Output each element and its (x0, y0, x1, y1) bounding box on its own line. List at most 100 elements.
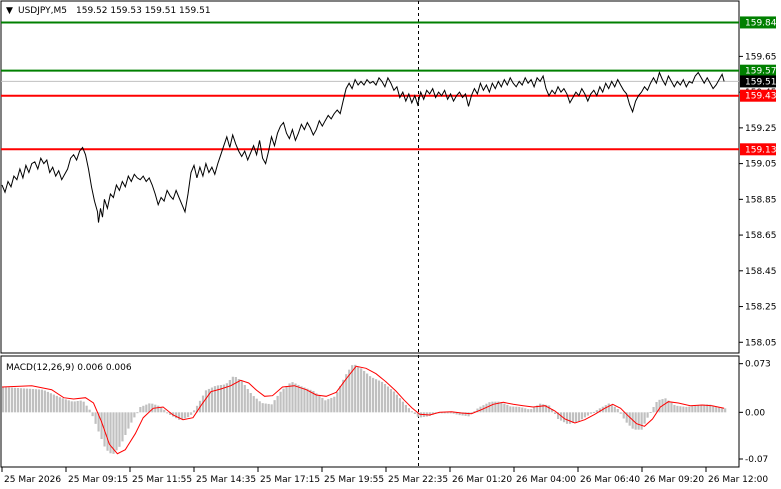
macd-histogram-bar (503, 403, 506, 413)
macd-histogram-bar (2, 387, 5, 413)
macd-histogram-bar (521, 407, 524, 413)
macd-histogram-bar (300, 386, 303, 413)
macd-histogram-bar (476, 408, 479, 413)
macd-histogram-bar (512, 406, 515, 413)
macd-histogram-bar (124, 412, 127, 435)
time-tick-label: 26 Mar 12:00 (708, 475, 768, 485)
macd-histogram-bar (500, 402, 503, 413)
macd-histogram-bar (386, 386, 390, 413)
price-labels: 159.84 159.57 159.43 159.13 159.51 (740, 16, 777, 156)
macd-histogram-bar (70, 401, 73, 413)
macd-histogram-bar (25, 388, 29, 413)
macd-histogram-bar (330, 397, 333, 413)
macd-axis: 0.073 0.00 -0.07 (739, 360, 771, 465)
macd-histogram-bar (43, 390, 46, 413)
ohlc-values: 159.52 159.53 159.51 159.51 (76, 6, 211, 16)
level-label-box (740, 143, 776, 156)
macd-histogram-bar (667, 400, 670, 413)
macd-histogram-bar (207, 388, 211, 413)
macd-histogram-bar (303, 387, 306, 413)
macd-histogram-bar (703, 404, 706, 413)
macd-histogram-bar (518, 406, 521, 413)
macd-histogram-bar (228, 380, 231, 413)
macd-histogram-bar (91, 412, 94, 417)
macd-histogram-bar (398, 398, 402, 413)
macd-histogram-bar (470, 412, 473, 414)
macd-histogram-bar (28, 388, 32, 413)
current-price-box (740, 75, 776, 88)
macd-histogram-bar (291, 382, 294, 413)
macd-histogram-bar (219, 385, 223, 413)
time-tick-label: 26 Mar 01:20 (452, 475, 512, 485)
macd-series (1, 364, 727, 455)
macd-histogram-bar (79, 400, 82, 413)
level-label-box (740, 89, 776, 102)
macd-histogram-bar (589, 412, 593, 414)
macd-histogram-bar (407, 408, 410, 413)
macd-histogram-bar (31, 389, 35, 413)
macd-histogram-bar (410, 411, 413, 413)
macd-tick-label: -0.07 (745, 455, 768, 465)
macd-histogram-bar (121, 412, 124, 442)
time-tick-label: 26 Mar 09:20 (644, 475, 704, 485)
macd-histogram-bar (619, 412, 622, 414)
macd-histogram-bar (249, 393, 252, 413)
macd-histogram-bar (565, 412, 569, 424)
macd-histogram-bar (4, 387, 8, 413)
macd-histogram-bar (649, 412, 652, 413)
macd-histogram-bar (133, 412, 136, 418)
macd-histogram-bar (464, 412, 467, 416)
macd-histogram-bar (551, 409, 554, 413)
macd-histogram-bar (548, 405, 551, 413)
level-label-box (740, 64, 776, 77)
macd-histogram-bar (85, 405, 88, 413)
macd-histogram-bar (506, 404, 509, 413)
macd-histogram-bar (309, 389, 312, 413)
macd-histogram-bar (342, 379, 345, 413)
macd-histogram-bar (186, 412, 190, 418)
macd-histogram-bar (416, 412, 419, 417)
macd-histogram-bar (324, 400, 327, 413)
macd-histogram-bar (151, 403, 154, 413)
macd-histogram-bar (694, 405, 697, 413)
macd-histogram-bar (658, 399, 661, 413)
macd-histogram-bar (488, 402, 491, 413)
macd-title: MACD(12,26,9) 0.006 0.006 (6, 363, 132, 373)
macd-histogram-bar (524, 408, 527, 413)
macd-histogram-bar (246, 389, 249, 413)
macd-histogram-bar (166, 412, 169, 414)
macd-histogram-bar (16, 388, 20, 413)
macd-histogram-bar (718, 407, 721, 413)
macd-histogram-bar (216, 385, 220, 413)
macd-histogram-bar (479, 406, 482, 413)
macd-histogram-bar (261, 403, 264, 413)
macd-histogram-bar (366, 373, 369, 413)
level-label-box (740, 16, 776, 29)
macd-histogram-bar (682, 406, 685, 413)
macd-histogram-bar (225, 383, 228, 413)
level-label: 159.84 (745, 18, 777, 28)
macd-histogram-bar (485, 403, 488, 413)
macd-histogram-bar (339, 386, 342, 413)
macd-histogram-bar (267, 403, 270, 413)
time-tick-label: 25 Mar 17:15 (260, 475, 320, 485)
macd-histogram-bar (533, 407, 536, 413)
level-label: 159.13 (745, 145, 777, 155)
macd-histogram-bar (628, 412, 631, 426)
time-tick-label: 25 Mar 22:35 (388, 475, 448, 485)
macd-histogram-bar (676, 405, 679, 413)
macd-histogram-bar (643, 412, 646, 424)
macd-histogram-bar (49, 393, 52, 413)
macd-histogram-bar (40, 389, 43, 413)
symbol-dropdown-icon[interactable]: ▼ (6, 6, 13, 16)
macd-histogram-bar (201, 395, 205, 413)
macd-histogram-bar (637, 412, 640, 430)
time-tick-label: 25 Mar 19:55 (324, 475, 384, 485)
macd-histogram-bar (285, 386, 288, 413)
macd-histogram-bar (163, 409, 166, 413)
macd-histogram-bar (195, 405, 199, 413)
macd-histogram-bar (568, 412, 572, 424)
price-tick-label: 158.05 (745, 338, 777, 348)
macd-histogram-bar (19, 388, 23, 413)
macd-histogram-bar (634, 412, 637, 430)
